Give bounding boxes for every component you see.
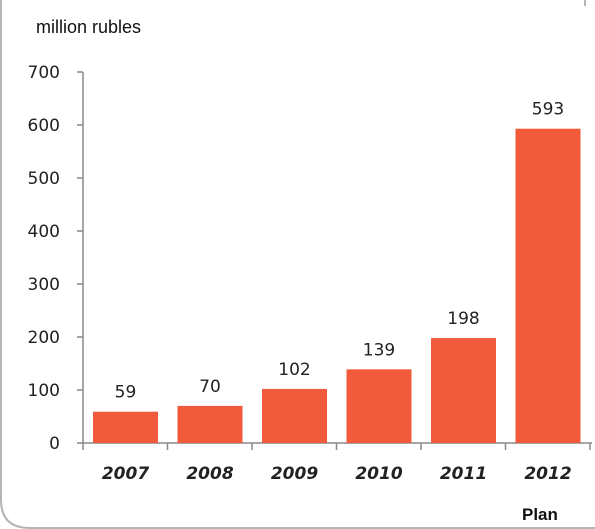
y-tick-label: 0: [49, 434, 60, 454]
value-label-2010: 139: [363, 340, 395, 360]
category-label-2011: 2011: [440, 464, 487, 484]
value-label-2009: 102: [278, 360, 310, 380]
bar-2008: [177, 405, 243, 443]
y-tick-label: 600: [28, 116, 60, 136]
bar-2012: [515, 128, 581, 443]
category-label-2008: 2008: [186, 464, 233, 484]
y-tick-label: 200: [28, 328, 60, 348]
y-tick-label: 700: [28, 63, 60, 83]
chart-axes: [77, 71, 592, 450]
value-label-2012: 593: [532, 100, 564, 120]
category-label-2010: 2010: [355, 464, 402, 484]
category-label-2007: 2007: [102, 464, 149, 484]
chart-bars: [93, 128, 581, 443]
y-tick-label: 300: [28, 275, 60, 295]
y-tick-label: 500: [28, 169, 60, 189]
y-tick-label: 400: [28, 222, 60, 242]
bar-2011: [431, 338, 496, 443]
plan-label: Plan: [522, 505, 558, 524]
chart-labels: 0 100 200 300 400 500 600 700 59 2007 70 2008 102 200…: [28, 63, 572, 484]
value-label-2011: 198: [447, 309, 479, 329]
category-label-2009: 2009: [271, 464, 318, 484]
y-tick-label: 100: [28, 381, 60, 401]
category-label-2012: 2012: [524, 464, 571, 484]
bar-2007: [93, 411, 158, 443]
bar-2010: [346, 369, 412, 443]
value-label-2008: 70: [199, 377, 221, 397]
y-axis-unit-label: million rubles: [36, 17, 142, 37]
value-label-2007: 59: [115, 383, 137, 403]
bar-2009: [262, 388, 327, 443]
